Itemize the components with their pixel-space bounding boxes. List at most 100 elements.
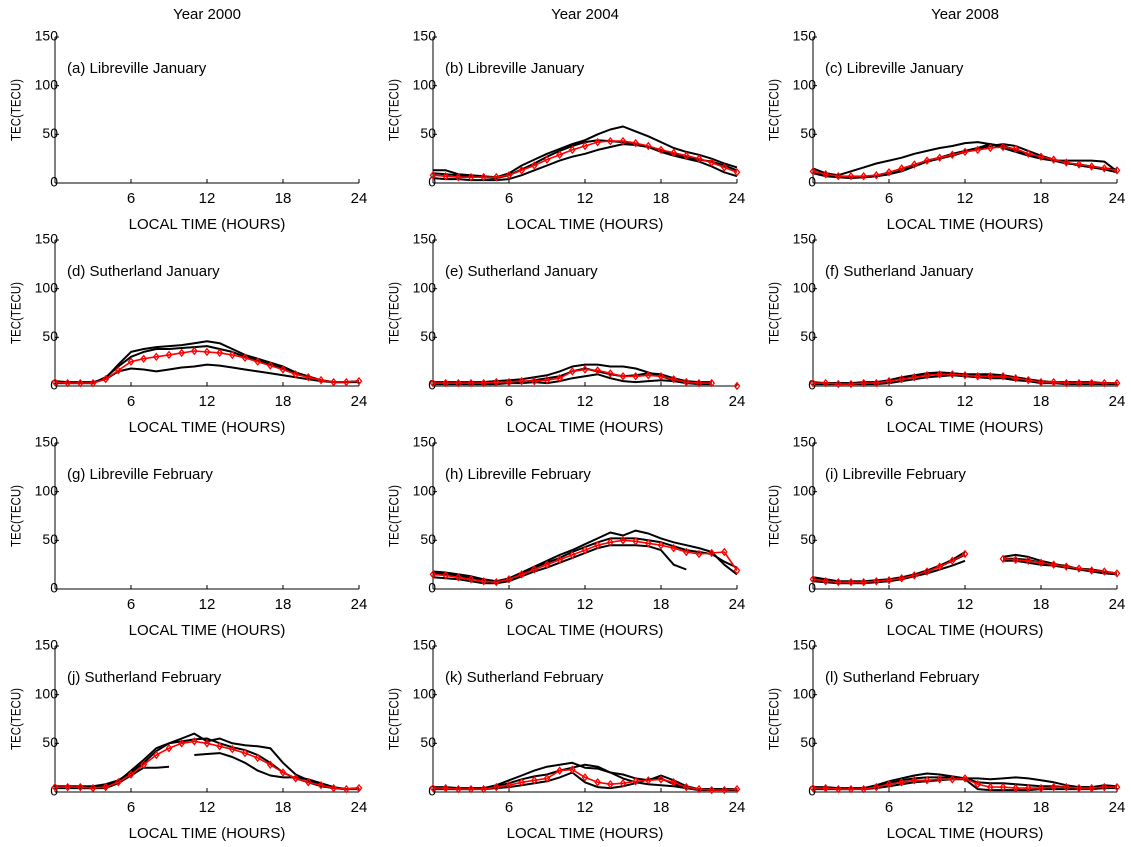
data-point (1012, 783, 1020, 793)
data-point (606, 369, 614, 378)
panel-title: (c) Libreville January (825, 60, 964, 77)
x-tick-label: 6 (885, 596, 893, 613)
data-point (999, 142, 1007, 152)
x-axis-label: LOCAL TIME (HOURS) (129, 825, 286, 842)
x-tick-label: 12 (577, 393, 594, 410)
x-tick-label: 12 (577, 799, 594, 816)
data-point (948, 775, 956, 784)
data-point (467, 172, 475, 182)
data-point (152, 750, 160, 760)
data-point (203, 347, 211, 357)
data-point (961, 774, 969, 783)
data-point (910, 571, 918, 580)
panel-title: (h) Libreville February (445, 466, 591, 483)
data-point (317, 375, 325, 385)
x-tick-label: 24 (351, 799, 368, 816)
data-point (492, 782, 500, 792)
data-point (670, 543, 678, 553)
x-tick-label: 6 (127, 190, 135, 207)
y-tick-label: 0 (50, 174, 58, 190)
data-point (228, 350, 236, 360)
x-tick-label: 6 (505, 596, 513, 613)
data-point (1075, 564, 1083, 573)
y-tick-label: 0 (50, 580, 58, 596)
data-point (898, 778, 906, 787)
data-point (619, 136, 627, 146)
y-tick-label: 0 (808, 174, 816, 190)
data-point (936, 153, 944, 162)
y-tick-label: 150 (413, 637, 437, 653)
panel-title: (i) Libreville February (825, 466, 966, 483)
data-point (127, 357, 135, 366)
data-point (961, 147, 969, 157)
data-point (657, 775, 665, 784)
data-point (834, 784, 842, 794)
data-point (556, 150, 564, 160)
data-point (51, 782, 59, 792)
data-point (279, 365, 287, 374)
y-axis-label: TEC(TECU) (386, 79, 402, 141)
data-point (216, 742, 224, 751)
x-tick-label: 12 (199, 190, 216, 207)
data-point (1024, 783, 1032, 793)
data-point (999, 372, 1007, 381)
data-point (1037, 377, 1045, 387)
data-point (1113, 378, 1121, 388)
data-point (885, 168, 893, 177)
data-point (467, 784, 475, 794)
data-point (733, 566, 741, 575)
data-point (556, 373, 564, 383)
data-point (720, 163, 728, 172)
x-tick-label: 6 (127, 596, 135, 613)
x-tick-label: 6 (127, 799, 135, 816)
y-tick-label: 100 (413, 685, 437, 701)
y-tick-label: 100 (793, 76, 817, 92)
data-point (228, 744, 236, 754)
data-point (986, 372, 994, 381)
x-tick-label: 18 (275, 190, 292, 207)
data-point (632, 372, 640, 381)
data-point (1113, 782, 1121, 792)
data-point (292, 774, 300, 783)
data-point (543, 155, 551, 164)
y-tick-label: 150 (793, 28, 817, 44)
data-point (898, 374, 906, 384)
data-point (834, 577, 842, 587)
data-point (429, 783, 437, 793)
data-point (454, 172, 462, 182)
x-tick-label: 24 (729, 596, 746, 613)
y-tick-label: 150 (35, 434, 59, 450)
data-point (1012, 373, 1020, 383)
y-axis-label: TEC(TECU) (386, 282, 402, 344)
panel-title: (d) Sutherland January (67, 263, 220, 280)
data-point (480, 784, 488, 794)
data-point (898, 164, 906, 173)
data-point (695, 549, 703, 559)
x-axis-label: LOCAL TIME (HOURS) (887, 825, 1044, 842)
data-point (809, 575, 817, 584)
y-tick-label: 50 (420, 531, 436, 547)
x-tick-label: 18 (275, 799, 292, 816)
y-tick-label: 150 (413, 434, 437, 450)
y-axis-label: TEC(TECU) (8, 485, 24, 547)
data-point (644, 141, 652, 151)
data-point (581, 773, 589, 782)
data-point (51, 377, 59, 387)
data-point (190, 737, 198, 746)
data-point (708, 785, 716, 795)
x-tick-label: 6 (885, 799, 893, 816)
x-tick-label: 24 (729, 393, 746, 410)
data-point (1100, 782, 1108, 792)
data-point (986, 143, 994, 153)
data-point (860, 577, 868, 587)
y-tick-label: 150 (413, 231, 437, 247)
data-point (860, 378, 868, 388)
x-tick-label: 18 (653, 596, 670, 613)
data-point (657, 540, 665, 550)
data-point (102, 374, 110, 384)
data-point (543, 560, 551, 569)
x-tick-label: 18 (1033, 190, 1050, 207)
